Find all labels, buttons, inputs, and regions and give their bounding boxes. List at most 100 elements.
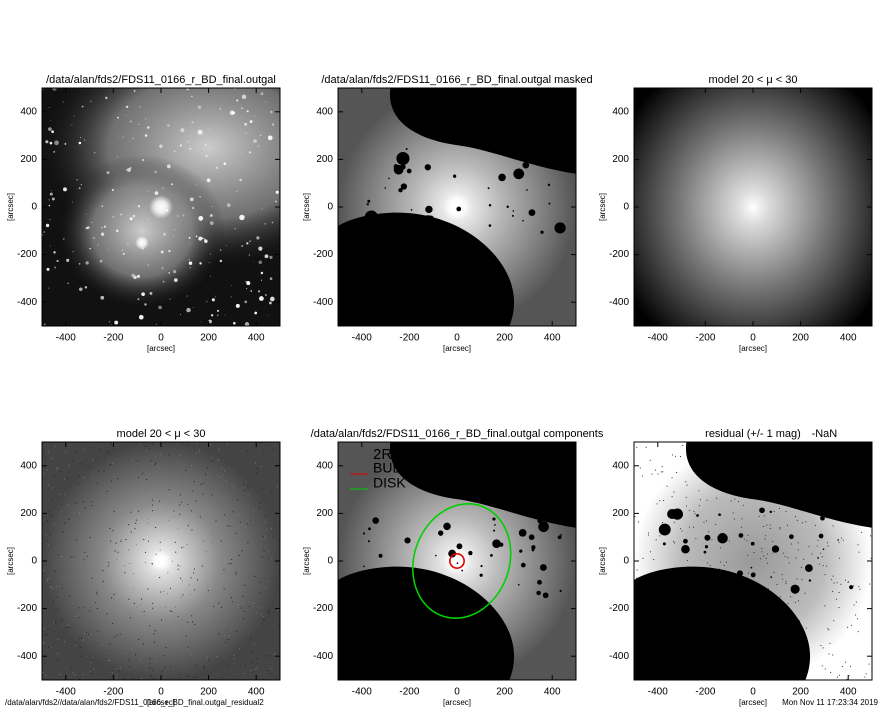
noise	[231, 601, 233, 603]
noise	[174, 541, 176, 543]
noise	[695, 538, 697, 540]
x-tick-label: -400	[648, 687, 668, 698]
noise	[185, 469, 187, 471]
noise	[196, 676, 198, 678]
noise	[776, 584, 778, 586]
noise	[45, 675, 47, 677]
noise	[194, 589, 196, 591]
noise	[223, 625, 225, 627]
star	[195, 235, 198, 238]
noise	[258, 606, 260, 608]
star	[219, 249, 222, 251]
noise	[200, 483, 202, 485]
noise	[134, 490, 136, 492]
star	[269, 255, 273, 259]
noise	[56, 596, 58, 598]
noise	[150, 674, 152, 676]
noise	[76, 451, 78, 453]
noise	[196, 442, 198, 444]
noise	[155, 462, 157, 464]
star	[191, 95, 193, 97]
mask-dot	[379, 213, 386, 220]
noise	[118, 670, 120, 672]
noise	[190, 510, 192, 512]
noise	[124, 565, 126, 567]
noise	[269, 445, 271, 447]
noise	[203, 667, 205, 669]
noise	[870, 557, 872, 559]
noise	[767, 553, 769, 555]
noise	[171, 560, 173, 562]
noise	[706, 499, 708, 501]
noise	[114, 636, 116, 638]
noise	[143, 611, 145, 613]
noise	[839, 557, 841, 559]
star	[230, 284, 232, 286]
noise	[154, 464, 156, 466]
noise	[778, 507, 780, 509]
noise	[189, 522, 191, 524]
noise	[182, 619, 184, 621]
star	[48, 199, 50, 201]
mask-dot	[520, 562, 526, 568]
star	[107, 248, 108, 250]
noise	[707, 562, 709, 564]
noise	[725, 561, 727, 563]
noise	[261, 556, 263, 558]
noise	[79, 655, 81, 657]
noise	[129, 562, 131, 564]
noise	[167, 572, 169, 574]
star	[267, 135, 273, 141]
noise	[144, 551, 146, 553]
star	[112, 216, 114, 218]
mask-dot	[522, 161, 530, 169]
mask-dot	[518, 529, 527, 537]
noise	[107, 452, 109, 454]
mask-dot	[370, 577, 381, 588]
noise	[244, 526, 246, 528]
star	[271, 221, 274, 224]
noise	[278, 625, 280, 627]
noise	[124, 572, 126, 574]
noise	[49, 586, 51, 588]
noise	[52, 588, 54, 590]
noise	[207, 590, 209, 592]
noise	[61, 625, 63, 627]
x-tick-label: 0	[454, 333, 460, 344]
mask-region	[685, 442, 872, 528]
noise	[108, 451, 110, 453]
noise	[249, 669, 251, 671]
star	[186, 88, 189, 91]
noise	[747, 554, 749, 556]
star	[49, 141, 53, 145]
noise	[217, 459, 219, 461]
noise	[720, 547, 722, 549]
noise	[48, 646, 50, 648]
star	[166, 164, 171, 169]
noise	[68, 464, 70, 466]
noise	[723, 564, 725, 566]
noise	[797, 549, 799, 551]
noise	[773, 571, 775, 573]
noise	[236, 603, 238, 605]
noise	[732, 512, 734, 514]
x-tick-label: 200	[792, 687, 809, 698]
star	[197, 105, 202, 109]
noise	[636, 446, 638, 448]
noise	[804, 592, 806, 594]
noise	[191, 621, 193, 623]
noise	[709, 565, 711, 567]
noise	[144, 561, 146, 563]
star	[193, 307, 195, 308]
star	[260, 92, 264, 96]
x-tick-label: 400	[840, 687, 857, 698]
x-tick-label: -200	[695, 687, 715, 698]
noise	[266, 528, 268, 530]
noise	[218, 448, 220, 450]
noise	[154, 648, 156, 650]
noise	[64, 522, 66, 524]
star	[180, 128, 185, 133]
star	[179, 313, 181, 315]
noise	[845, 579, 847, 581]
noise	[188, 472, 190, 474]
